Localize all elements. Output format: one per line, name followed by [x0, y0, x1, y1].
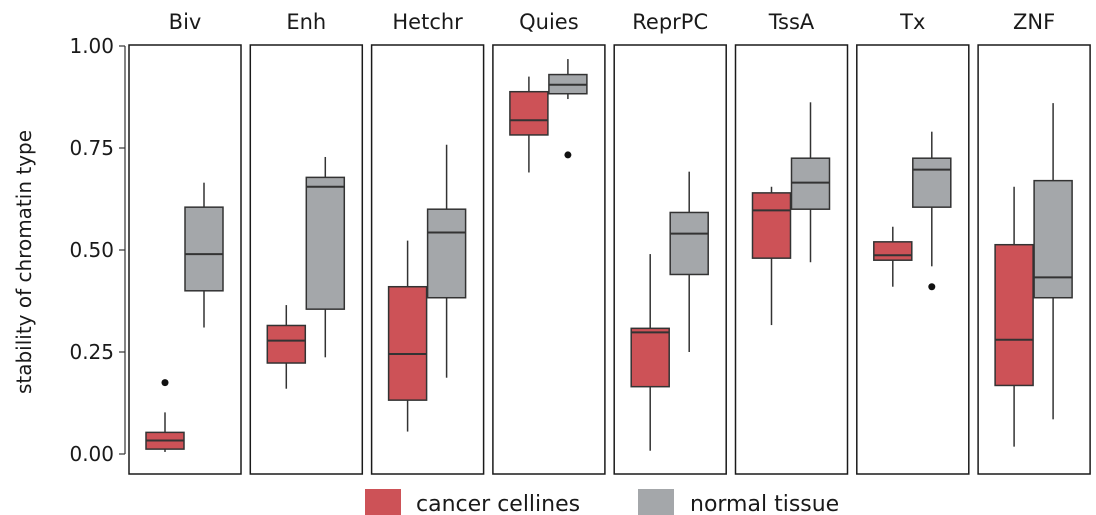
y-tick-label: 0.25: [69, 340, 114, 364]
box-iqr: [790, 157, 831, 210]
facet-panel-border: [977, 44, 1091, 475]
box-normal: [790, 102, 831, 263]
facet-enh: Enh: [249, 10, 364, 475]
facet-label: ZNF: [1013, 10, 1055, 34]
outlier-point: [161, 379, 169, 387]
box-iqr: [994, 243, 1034, 387]
box-normal: [1033, 103, 1073, 420]
facets-layer: Biv Enh Hetchr Quies ReprPC TssA Tx ZNF: [128, 10, 1091, 475]
y-tick-label: 0.00: [69, 442, 114, 466]
facet-panel-border: [370, 44, 485, 475]
facet-label: Biv: [169, 10, 202, 34]
facet-label: TssA: [768, 10, 815, 34]
box-iqr: [426, 208, 467, 299]
facet-biv: Biv: [128, 10, 242, 475]
y-axis-label: stability of chromatin type: [12, 130, 36, 394]
box-iqr: [184, 206, 224, 292]
outlier-point: [564, 151, 572, 159]
box-normal: [184, 182, 224, 328]
box-normal: [912, 131, 952, 291]
box-iqr: [387, 285, 428, 401]
legend: cancer cellines normal tissue: [365, 489, 839, 515]
facet-reprpc: ReprPC: [613, 10, 727, 475]
box-cancer: [509, 76, 549, 173]
facet-panel-border: [734, 44, 849, 475]
box-cancer: [751, 186, 792, 326]
legend-item-normal: normal tissue: [638, 489, 839, 515]
legend-item-cancer: cancer cellines: [365, 489, 580, 515]
box-iqr: [751, 192, 792, 259]
y-tick-label: 0.75: [69, 136, 114, 160]
facet-quies: Quies: [492, 10, 606, 475]
box-iqr: [509, 90, 549, 136]
box-normal: [548, 59, 588, 159]
y-axis: 0.00 0.25 0.50 0.75 1.00: [69, 34, 126, 466]
facet-label: ReprPC: [632, 10, 708, 34]
outlier-point: [928, 283, 936, 291]
box-iqr: [305, 176, 346, 310]
facet-hetchr: Hetchr: [370, 10, 485, 475]
facet-znf: ZNF: [977, 10, 1091, 475]
box-normal: [305, 156, 346, 358]
legend-swatch: [638, 489, 674, 515]
box-cancer: [873, 226, 913, 287]
box-cancer: [387, 240, 428, 432]
box-normal: [669, 171, 709, 352]
facet-tssa: TssA: [734, 10, 849, 475]
legend-label: cancer cellines: [416, 492, 580, 515]
box-iqr: [266, 324, 307, 364]
box-iqr: [912, 157, 952, 208]
facet-panel-border: [128, 44, 242, 475]
box-iqr: [669, 211, 709, 276]
facet-label: Tx: [899, 10, 925, 34]
box-cancer: [145, 379, 185, 452]
facet-label: Hetchr: [392, 10, 463, 34]
facet-label: Quies: [519, 10, 579, 34]
legend-label: normal tissue: [690, 492, 839, 515]
y-tick-label: 0.50: [69, 238, 114, 262]
box-iqr: [873, 241, 913, 261]
box-cancer: [266, 305, 307, 389]
box-cancer: [994, 186, 1034, 447]
facet-label: Enh: [286, 10, 326, 34]
facet-panel-border: [492, 44, 606, 475]
facet-panel-border: [613, 44, 727, 475]
box-iqr: [630, 327, 670, 388]
box-cancer: [630, 254, 670, 451]
facet-panel-border: [249, 44, 364, 475]
facet-panel-border: [856, 44, 970, 475]
box-iqr: [1033, 179, 1073, 299]
y-tick-label: 1.00: [69, 34, 114, 58]
facet-tx: Tx: [856, 10, 970, 475]
legend-swatch: [365, 489, 401, 515]
box-normal: [426, 144, 467, 378]
